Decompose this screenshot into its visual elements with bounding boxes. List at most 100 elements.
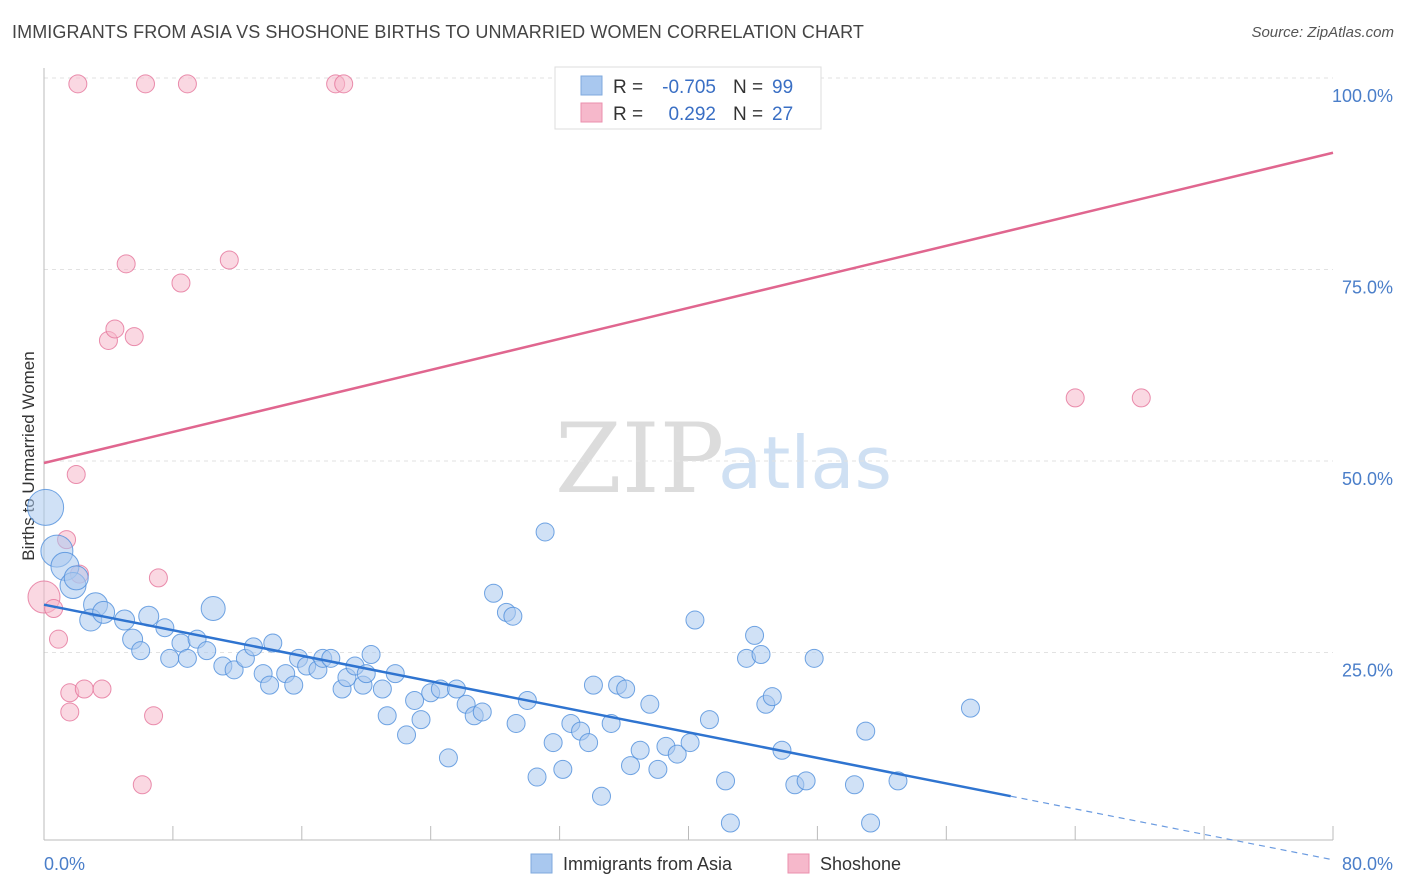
- y-tick-labels: 100.0% 75.0% 50.0% 25.0%: [1332, 86, 1393, 681]
- data-point-shoshone: [219, 250, 239, 270]
- legend-n-value-asia: 99: [772, 77, 793, 98]
- data-point-asia: [553, 759, 573, 779]
- data-point-shoshone: [116, 254, 136, 274]
- chart-title: IMMIGRANTS FROM ASIA VS SHOSHONE BIRTHS …: [12, 22, 865, 42]
- data-point-shoshone: [49, 629, 69, 649]
- data-point-asia: [888, 771, 908, 791]
- y-tick-label: 25.0%: [1342, 661, 1393, 681]
- legend-n-value-shoshone: 27: [772, 104, 793, 125]
- data-point-asia: [535, 522, 555, 542]
- data-point-asia: [200, 596, 226, 622]
- data-point-shoshone: [1065, 388, 1085, 408]
- legend-r-value-shoshone: 0.292: [668, 104, 716, 125]
- data-point-asia: [583, 675, 603, 695]
- data-point-shoshone: [148, 568, 168, 588]
- data-point-asia: [762, 687, 782, 707]
- data-point-asia: [796, 771, 816, 791]
- data-point-shoshone: [1131, 388, 1151, 408]
- data-point-shoshone: [105, 319, 125, 339]
- data-point-asia: [591, 786, 611, 806]
- data-point-asia: [503, 606, 523, 626]
- legend-n-label-shoshone: N =: [733, 104, 763, 125]
- legend-r-value-asia: -0.705: [662, 77, 716, 98]
- data-point-asia: [260, 675, 280, 695]
- data-point-shoshone: [171, 273, 191, 293]
- data-point-shoshone: [177, 74, 197, 94]
- series-shoshone: [27, 74, 1151, 795]
- data-point-asia: [27, 488, 65, 526]
- data-point-asia: [960, 698, 980, 718]
- y-tick-label: 50.0%: [1342, 469, 1393, 489]
- watermark-atlas: atlas: [718, 421, 892, 505]
- data-point-asia: [844, 775, 864, 795]
- data-point-asia: [716, 771, 736, 791]
- data-point-asia: [506, 713, 526, 733]
- data-point-asia: [640, 694, 660, 714]
- data-point-asia: [397, 725, 417, 745]
- data-point-asia: [484, 583, 504, 603]
- data-point-asia: [197, 641, 217, 661]
- data-point-shoshone: [68, 74, 88, 94]
- data-point-asia: [685, 610, 705, 630]
- data-point-asia: [438, 748, 458, 768]
- series-legend-swatch-shoshone: [787, 853, 810, 874]
- watermark-zip: ZIP: [555, 403, 724, 515]
- data-point-asia: [321, 648, 341, 668]
- data-point-asia: [680, 733, 700, 753]
- legend-swatch-asia: [580, 75, 603, 96]
- data-point-asia: [579, 733, 599, 753]
- trend-line-asia: [43, 603, 1011, 798]
- data-point-shoshone: [74, 679, 94, 699]
- data-point-shoshone: [334, 74, 354, 94]
- data-point-asia: [620, 756, 640, 776]
- data-point-asia: [131, 641, 151, 661]
- data-point-asia: [361, 645, 381, 664]
- data-point-asia: [616, 679, 636, 699]
- data-point-asia: [856, 721, 876, 741]
- trend-line-asia-extension: [1010, 795, 1334, 861]
- legend-swatch-shoshone: [580, 102, 603, 123]
- source-credit: Source: ZipAtlas.com: [1251, 24, 1394, 41]
- data-point-shoshone: [60, 702, 80, 722]
- data-point-asia: [411, 710, 431, 730]
- y-axis-label: Births to Unmarried Women: [19, 351, 38, 560]
- series-immigrants-from-asia: [27, 488, 980, 833]
- data-point-asia: [648, 759, 668, 779]
- x-tick-label-min: 0.0%: [44, 854, 85, 874]
- data-point-asia: [446, 679, 466, 699]
- trend-line-shoshone: [43, 151, 1334, 465]
- series-legend-label-asia: Immigrants from Asia: [563, 854, 733, 874]
- gridlines: [44, 77, 1333, 653]
- data-point-asia: [372, 679, 392, 699]
- series-legend: Immigrants from Asia Shoshone: [530, 853, 901, 874]
- data-point-asia: [861, 813, 881, 833]
- data-point-asia: [745, 625, 765, 645]
- series-legend-swatch-asia: [530, 853, 553, 874]
- watermark: ZIP atlas: [555, 403, 892, 515]
- legend-n-label-asia: N =: [733, 77, 763, 98]
- data-point-shoshone: [66, 464, 86, 484]
- y-tick-label: 100.0%: [1332, 86, 1393, 106]
- data-point-asia: [160, 648, 180, 668]
- data-point-asia: [751, 645, 771, 664]
- data-point-shoshone: [124, 327, 144, 347]
- data-point-asia: [177, 648, 197, 668]
- data-point-asia: [92, 600, 116, 624]
- data-point-asia: [284, 675, 304, 695]
- data-point-asia: [699, 710, 719, 730]
- data-point-asia: [667, 744, 687, 764]
- data-point-asia: [720, 813, 740, 833]
- data-point-asia: [263, 633, 283, 653]
- legend-r-label-shoshone: R =: [613, 104, 643, 125]
- trend-lines: [43, 151, 1334, 861]
- y-tick-label: 75.0%: [1342, 278, 1393, 298]
- data-point-asia: [377, 706, 397, 726]
- x-axis-ticks: [172, 826, 1334, 840]
- data-point-asia: [63, 565, 89, 591]
- data-point-shoshone: [132, 775, 152, 795]
- data-point-asia: [405, 690, 425, 710]
- series-legend-label-shoshone: Shoshone: [820, 854, 901, 874]
- data-point-asia: [472, 702, 492, 722]
- data-point-asia: [630, 740, 650, 760]
- data-point-shoshone: [136, 74, 156, 94]
